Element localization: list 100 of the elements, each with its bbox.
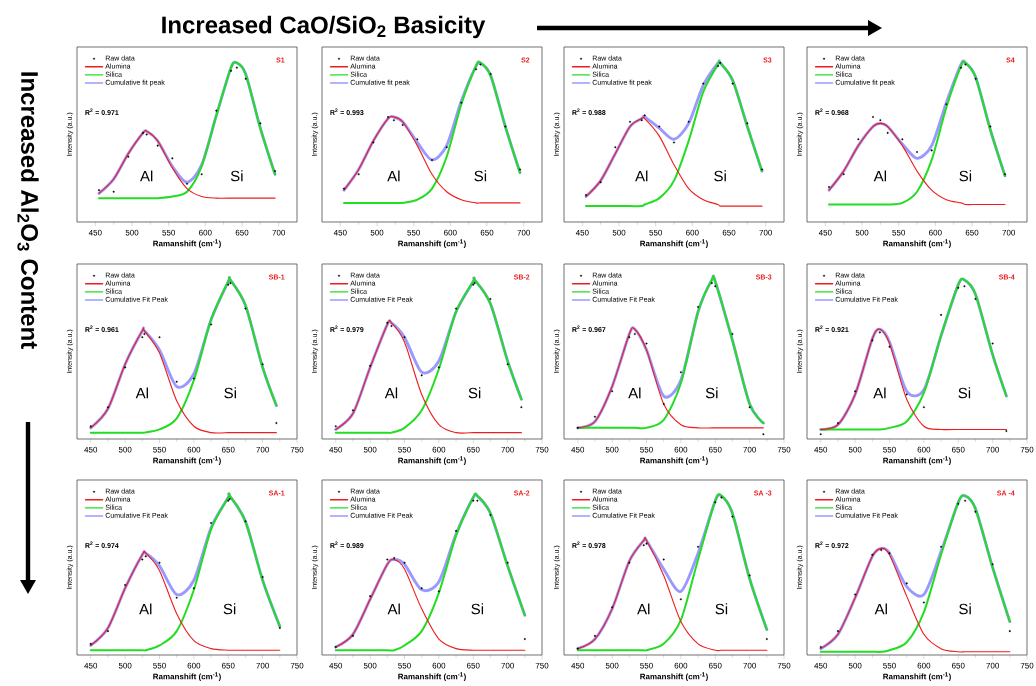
x-tick-label: 450 [575, 229, 589, 236]
x-tick-label: 700 [517, 229, 531, 236]
x-tick-label: 450 [571, 662, 585, 669]
text: Increased Al$_{2}$O$_{3}$ Content [17, 72, 39, 349]
x-tick-label: 750 [777, 662, 791, 669]
x-axis-title: Ramanshift (cm$^{-1}$) [398, 672, 466, 681]
x-tick-label: 550 [407, 229, 421, 236]
annotation: Si [958, 387, 971, 399]
annotation: Al [637, 603, 650, 615]
annotation: Al [873, 387, 886, 399]
annotation: Si [474, 170, 487, 182]
x-tick-label: 450 [814, 662, 828, 669]
annotation: Al [135, 387, 148, 399]
x-tick-label: 500 [363, 446, 377, 453]
x-tick-label: 600 [674, 446, 688, 453]
x-axis-title: Ramanshift (cm$^{-1}$) [398, 456, 466, 465]
annotation: Si [468, 387, 481, 399]
annotation: Al [387, 603, 400, 615]
x-tick-label: 500 [612, 229, 626, 236]
x-tick-label: 750 [290, 662, 304, 669]
annotation: Si [223, 603, 236, 615]
x-tick-label: 650 [722, 229, 736, 236]
x-tick-label: 650 [466, 446, 480, 453]
x-tick-label: 500 [118, 662, 132, 669]
x-tick-label: 650 [221, 662, 235, 669]
annotation: Al [140, 170, 153, 182]
annotation: Si [714, 170, 726, 182]
x-tick-label: 600 [686, 229, 699, 236]
x-tick-label: 500 [118, 446, 132, 453]
x-tick-label: 500 [605, 662, 619, 669]
x-axis-title: Ramanshift (cm$^{-1}$) [883, 456, 951, 465]
x-tick-label: 550 [162, 229, 176, 236]
annotation: Si [959, 603, 971, 615]
x-tick-label: 650 [951, 446, 965, 453]
x-tick-label: 600 [432, 662, 446, 669]
x-tick-label: 450 [84, 662, 98, 669]
annotation: Al [635, 170, 648, 182]
x-tick-label: 500 [848, 446, 862, 453]
x-tick-label: 700 [272, 229, 286, 236]
x-tick-label: 500 [605, 446, 619, 453]
x-tick-label: 750 [290, 446, 304, 453]
x-axis-title: Ramanshift (cm$^{-1}$) [640, 456, 708, 465]
x-tick-label: 700 [256, 446, 269, 453]
x-tick-label: 750 [535, 662, 549, 669]
annotation: Al [874, 603, 887, 615]
x-tick-label: 550 [892, 229, 906, 236]
x-axis-title: Ramanshift (cm$^{-1}$) [640, 672, 708, 681]
annotation: Si [959, 170, 972, 182]
x-tick-label: 700 [501, 662, 514, 669]
x-tick-label: 700 [743, 446, 756, 453]
x-tick-label: 550 [640, 662, 653, 669]
x-axis-title: Ramanshift (cm$^{-1}$) [153, 456, 221, 465]
annotation: Si [705, 387, 718, 399]
annotation: Si [230, 170, 243, 182]
x-tick-label: 650 [965, 229, 979, 236]
x-tick-label: 500 [848, 662, 862, 669]
x-tick-label: 700 [501, 446, 514, 453]
x-axis-title: Ramanshift (cm$^{-1}$) [153, 672, 221, 681]
x-tick-label: 600 [444, 229, 457, 236]
x-tick-label: 650 [951, 662, 965, 669]
x-tick-label: 700 [743, 662, 756, 669]
x-tick-label: 600 [674, 662, 688, 669]
x-tick-label: 550 [153, 446, 166, 453]
x-tick-label: 750 [535, 446, 549, 453]
x-axis-title: Ramanshift (cm$^{-1}$) [398, 239, 466, 248]
x-tick-label: 450 [88, 229, 102, 236]
x-tick-label: 550 [640, 446, 653, 453]
annotation: Al [873, 170, 886, 182]
x-tick-label: 450 [329, 446, 343, 453]
x-tick-label: 550 [883, 662, 896, 669]
x-tick-label: 650 [235, 229, 249, 236]
x-tick-label: 700 [1002, 229, 1016, 236]
x-tick-label: 600 [917, 446, 931, 453]
x-tick-label: 700 [986, 446, 999, 453]
annotation: Al [139, 603, 152, 615]
x-tick-label: 750 [1020, 446, 1034, 453]
annotation: Al [628, 387, 641, 399]
x-tick-label: 600 [199, 229, 212, 236]
x-axis-title: Ramanshift (cm$^{-1}$) [640, 239, 708, 248]
x-tick-label: 650 [221, 446, 235, 453]
x-tick-label: 550 [649, 229, 663, 236]
x-tick-label: 450 [84, 446, 98, 453]
annotation: Si [715, 603, 728, 615]
annotation: Si [471, 603, 484, 615]
x-tick-label: 450 [571, 446, 585, 453]
x-tick-label: 550 [398, 662, 411, 669]
x-axis-title: Ramanshift (cm$^{-1}$) [883, 672, 951, 681]
x-tick-label: 600 [187, 662, 201, 669]
x-tick-label: 450 [333, 229, 347, 236]
x-tick-label: 700 [986, 662, 999, 669]
x-tick-label: 500 [855, 229, 869, 236]
x-tick-label: 550 [883, 446, 896, 453]
x-tick-label: 600 [917, 662, 931, 669]
x-axis-title: Ramanshift (cm$^{-1}$) [153, 239, 221, 248]
x-tick-label: 750 [777, 446, 791, 453]
x-tick-label: 650 [708, 662, 722, 669]
annotation: Al [387, 170, 400, 182]
x-tick-label: 600 [187, 446, 201, 453]
x-tick-label: 550 [398, 446, 411, 453]
x-tick-label: 650 [480, 229, 494, 236]
